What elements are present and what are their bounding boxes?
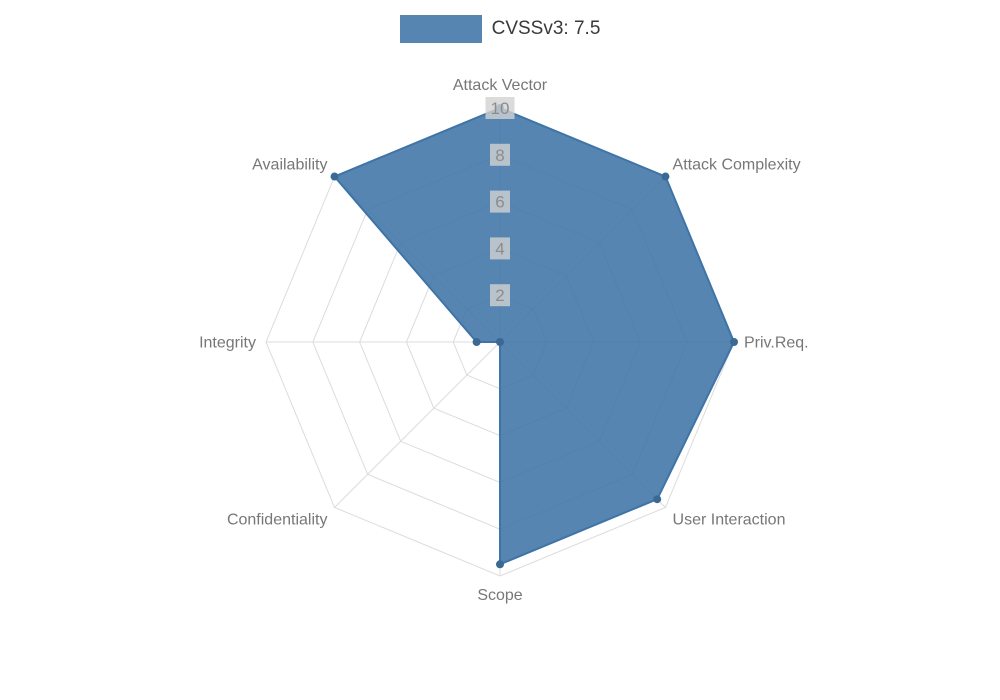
tick-backdrop-6 [490,190,510,213]
tick-label-2: 2 [495,286,504,305]
axis-label-availability: Availability [252,156,327,173]
data-point-attack-complexity [661,172,670,181]
data-polygon-cvssv3-7-5 [333,107,735,566]
tick-backdrop-10 [485,97,515,119]
tick-backdrop-8 [490,143,510,166]
data-point-availability [330,172,339,181]
data-point-scope [496,560,504,569]
axis-label-scope: Scope [477,587,522,604]
chart-legend-item[interactable]: CVSSv3: 7.5 [0,15,1000,43]
legend-label: CVSSv3: 7.5 [491,18,601,39]
tick-label-8: 8 [495,146,504,165]
tick-backdrop-4 [490,237,510,260]
data-point-priv-req [730,338,738,346]
axis-label-integrity: Integrity [199,335,256,352]
axis-label-attack-vector: Attack Vector [453,77,548,94]
tick-label-10: 10 [491,99,510,118]
axis-label-attack-complexity: Attack Complexity [673,156,801,173]
axis-spoke-confidentiality [334,341,501,508]
axis-label-user-interaction: User Interaction [673,512,786,529]
legend-swatch [399,15,482,43]
data-point-integrity [472,338,481,346]
axis-label-priv-req: Priv.Req. [744,335,809,352]
tick-backdrop-2 [490,284,510,307]
tick-label-4: 4 [495,239,504,258]
axis-label-confidentiality: Confidentiality [227,512,328,529]
data-point-confidentiality [496,338,504,346]
tick-label-6: 6 [495,193,504,212]
data-point-user-interaction [653,495,662,504]
